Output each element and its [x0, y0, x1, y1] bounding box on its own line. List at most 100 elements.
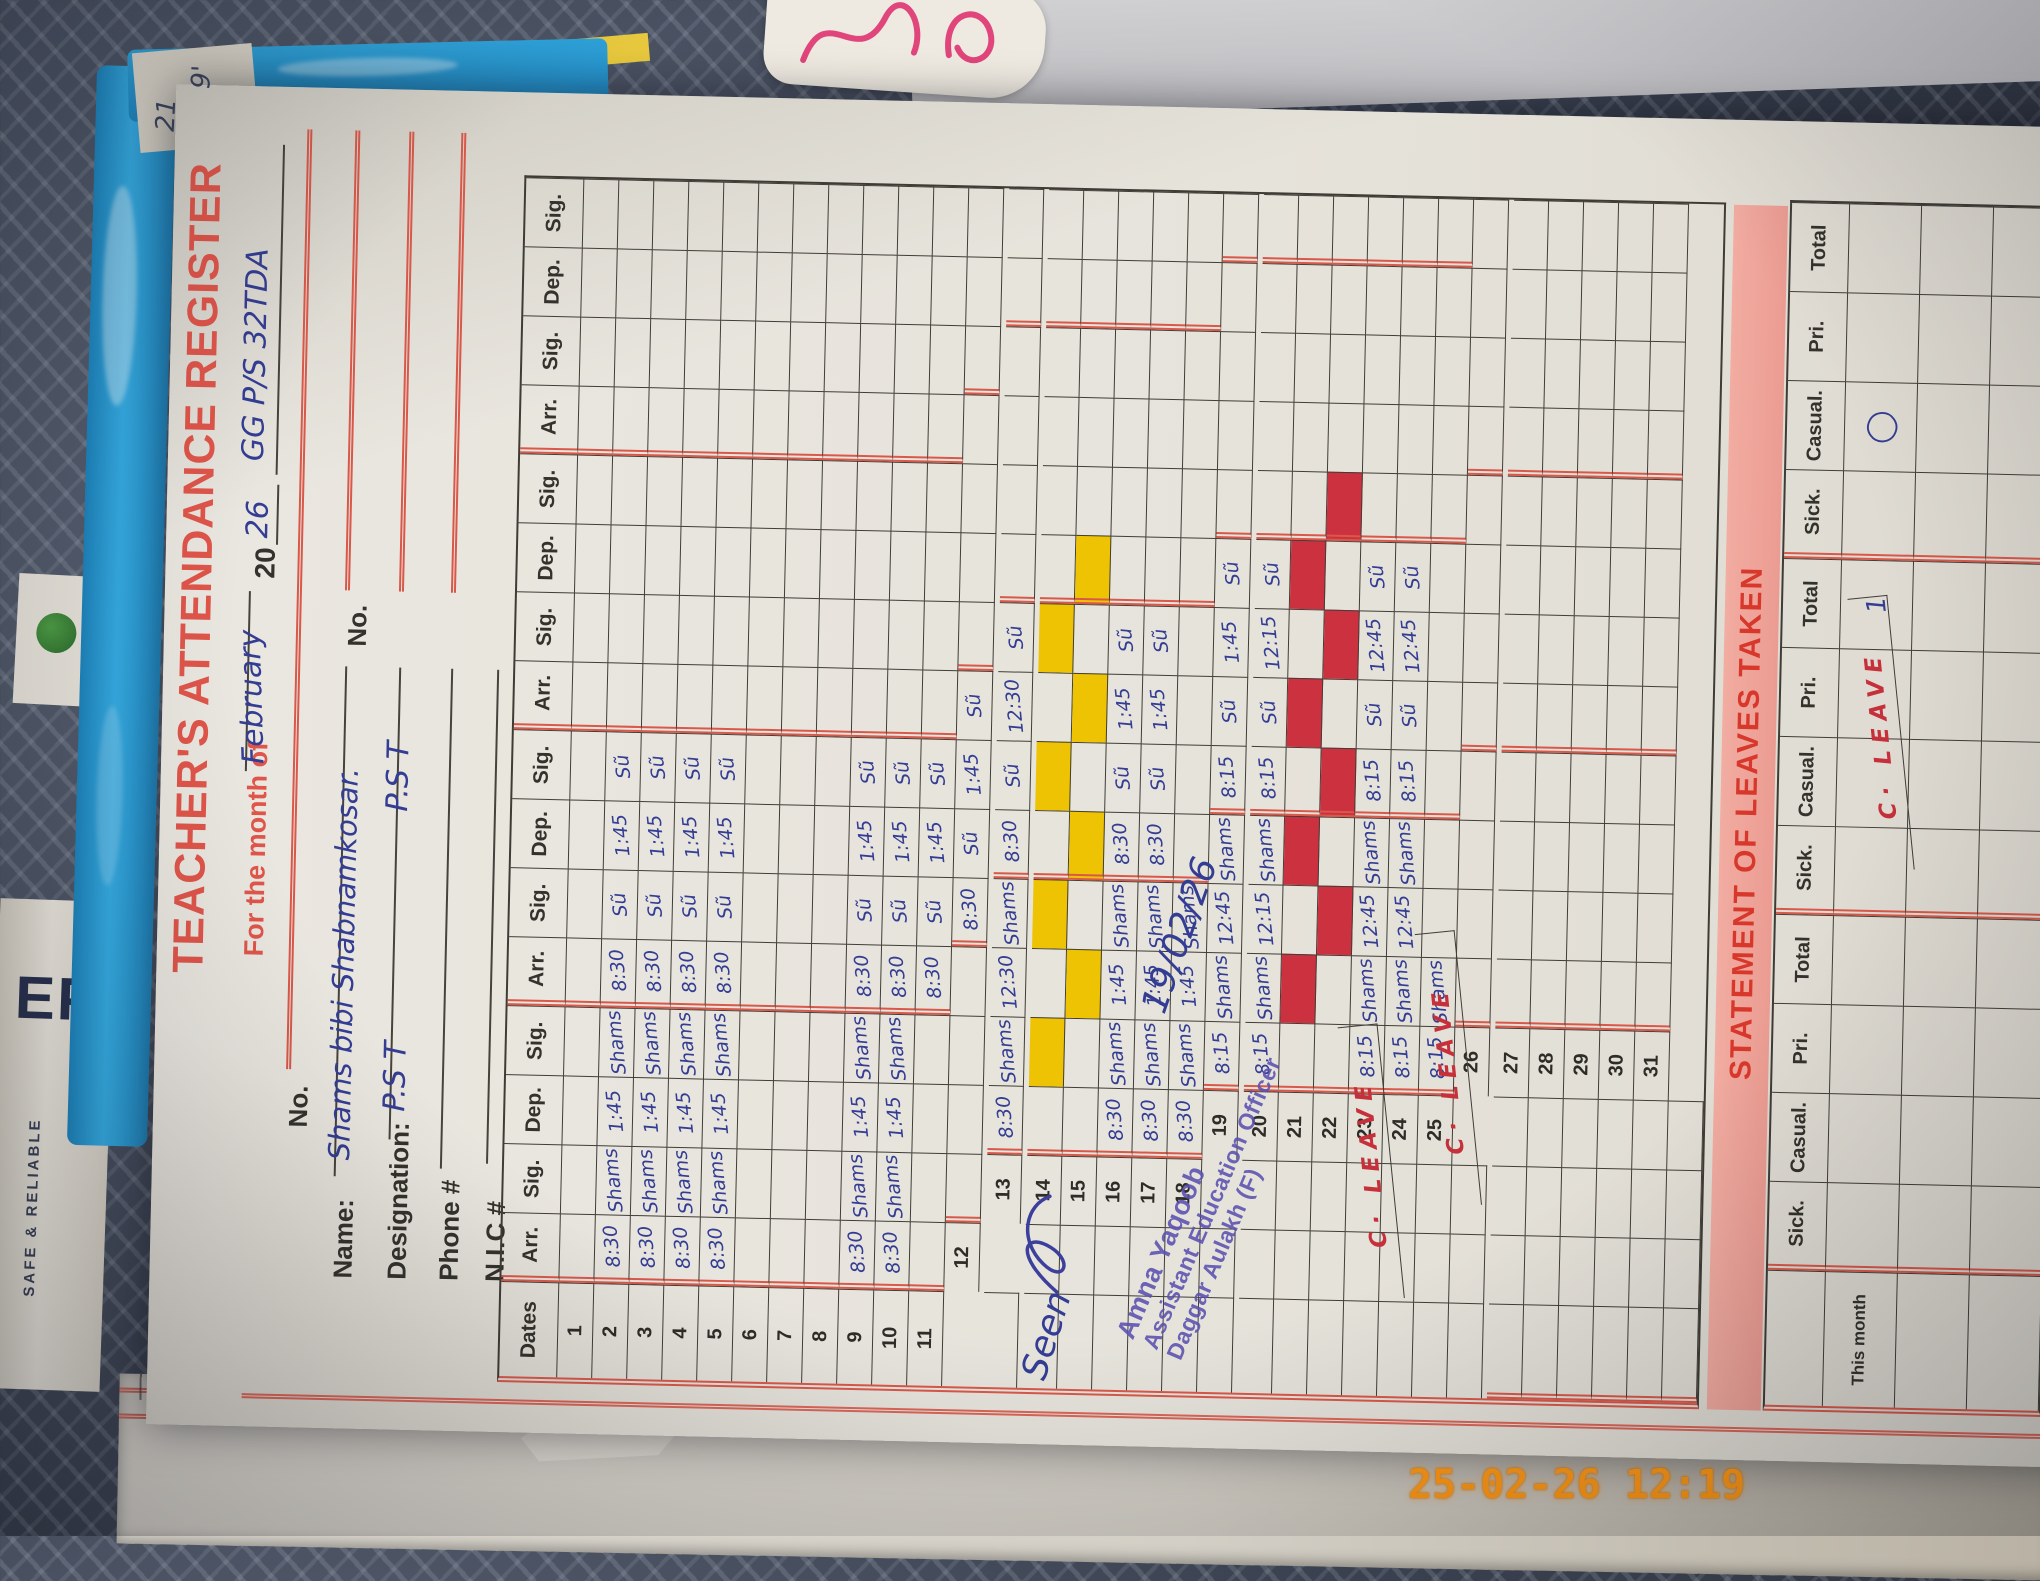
col-header-dep: Dep. — [510, 798, 571, 869]
att-cell: Sũ — [1359, 541, 1397, 612]
att-cell — [1530, 959, 1567, 1030]
col-header-dep: Dep. — [504, 1074, 565, 1145]
att-cell: Shams — [1353, 817, 1391, 888]
att-cell — [862, 184, 900, 255]
corner-note: 9' — [186, 64, 218, 90]
statement-cell — [1981, 651, 2040, 743]
att-cell — [756, 251, 793, 322]
att-cell — [818, 598, 855, 668]
att-cell: 1:45 — [673, 801, 711, 872]
att-cell: Sũ — [847, 874, 884, 945]
att-cell — [1035, 741, 1072, 811]
att-cell — [1094, 1225, 1131, 1296]
att-cell: 1:45 — [1141, 674, 1179, 745]
att-cell — [1646, 478, 1683, 549]
att-cell — [813, 805, 851, 875]
att-cell: 1:45 — [632, 1076, 669, 1147]
statement-cell — [1973, 1007, 2040, 1099]
att-cell — [1281, 884, 1319, 955]
att-cell — [1535, 752, 1572, 823]
att-cell — [893, 392, 930, 463]
att-cell — [1536, 683, 1574, 754]
statement-header-pri: Pri. — [1780, 646, 1841, 738]
att-cell — [1006, 257, 1043, 328]
att-cell — [910, 1152, 948, 1223]
att-cell — [815, 736, 852, 806]
statement-cell — [1986, 473, 2040, 565]
att-cell — [1640, 754, 1677, 825]
att-cell — [560, 1144, 598, 1215]
att-cell: Sũ — [605, 731, 642, 802]
att-cell — [1341, 1300, 1380, 1396]
att-cell — [1641, 685, 1679, 756]
att-cell — [1297, 194, 1335, 265]
att-cell: 8:30 — [635, 939, 673, 1009]
att-cell — [1650, 271, 1688, 342]
att-cell — [722, 181, 760, 252]
att-cell: 8:30 — [699, 1216, 736, 1287]
att-cell — [1469, 336, 1506, 407]
att-cell — [1274, 1229, 1311, 1300]
col-header-sig: Sig. — [518, 453, 579, 524]
col-header-sig: Sig. — [524, 177, 585, 248]
att-cell — [1614, 340, 1651, 410]
att-cell — [1116, 259, 1153, 330]
att-cell — [1597, 1098, 1634, 1169]
att-cell — [1531, 890, 1569, 961]
att-cell — [641, 663, 679, 733]
att-cell — [1426, 680, 1464, 751]
col-header-arr: Arr. — [501, 1212, 561, 1283]
att-cell — [617, 179, 655, 250]
att-cell — [789, 321, 827, 392]
att-cell — [1432, 404, 1470, 475]
spine-tagline: SAFE & RELIABLE — [20, 1117, 44, 1297]
att-cell — [816, 667, 854, 737]
statement-cell — [1988, 384, 2040, 476]
att-cell — [609, 524, 647, 595]
col-header-arr: Arr. — [507, 936, 568, 1007]
att-cell — [923, 600, 960, 671]
att-cell — [643, 594, 680, 664]
att-cell — [821, 460, 859, 530]
att-cell: 8:30 — [600, 938, 638, 1008]
att-cell: 8:30 — [664, 1215, 701, 1286]
att-cell — [1600, 960, 1637, 1031]
att-cell — [1216, 469, 1253, 539]
att-cell — [1606, 684, 1644, 755]
att-cell — [559, 1213, 596, 1284]
att-cell: 8:15 — [1390, 749, 1427, 819]
att-cell: Shams — [1248, 814, 1286, 885]
att-cell — [716, 457, 754, 528]
att-cell: 8:15 — [1383, 1025, 1421, 1095]
att-cell — [1289, 539, 1327, 610]
att-cell — [749, 527, 787, 598]
att-cell: Sũ — [956, 670, 994, 741]
statement-cell — [1829, 1004, 1904, 1095]
att-cell — [1076, 465, 1113, 536]
att-cell — [783, 597, 820, 668]
att-cell — [1239, 1228, 1276, 1299]
att-cell: 1:45 — [638, 801, 676, 871]
att-cell — [784, 528, 822, 599]
att-cell — [963, 394, 1000, 465]
att-cell: 8:30 — [874, 1220, 911, 1291]
att-cell — [1428, 611, 1465, 682]
statement-row-label — [1894, 1272, 1970, 1410]
att-cell — [564, 1006, 601, 1077]
att-cell — [1464, 543, 1502, 614]
att-cell: Sũ — [998, 602, 1035, 672]
att-cell — [1028, 1016, 1066, 1087]
att-cell — [1222, 193, 1260, 263]
att-cell — [1609, 547, 1647, 617]
att-cell — [1144, 536, 1182, 607]
att-cell: Sũ — [640, 732, 677, 802]
att-cell — [1458, 819, 1496, 890]
statement-header-sick: Sick. — [1784, 468, 1845, 560]
att-cell: 1:45 — [603, 800, 641, 871]
att-cell: 12:15 — [1253, 607, 1290, 678]
att-cell: Shams — [875, 1151, 913, 1222]
att-cell — [684, 318, 722, 389]
att-cell — [1449, 1233, 1486, 1304]
att-cell — [1221, 262, 1258, 332]
att-cell — [913, 1014, 951, 1085]
